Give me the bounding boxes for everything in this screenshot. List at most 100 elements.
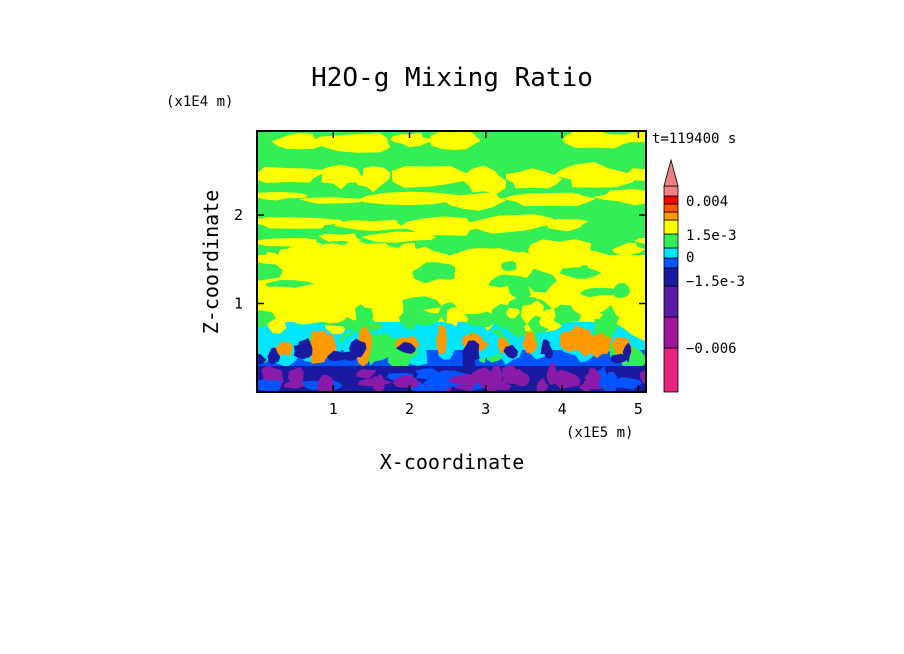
field-patch	[257, 166, 330, 183]
field-patch	[392, 375, 420, 388]
field-patch	[508, 276, 532, 301]
field-patch	[398, 242, 420, 261]
field-patch	[613, 377, 643, 390]
field-patch	[544, 345, 554, 359]
colorbar	[663, 158, 679, 393]
colorbar-label: −1.5e-3	[686, 274, 745, 290]
field-patch	[610, 353, 629, 364]
x-axis-ticks: 1 2 3 4 5	[329, 131, 643, 418]
field-patch	[333, 220, 408, 232]
y-axis-label: Z-coordinate	[199, 190, 223, 335]
colorbar-segment	[663, 195, 679, 205]
field-patch	[315, 306, 347, 324]
field-patch	[274, 341, 293, 357]
field-patch	[326, 350, 344, 362]
colorbar-segment	[663, 257, 679, 269]
colorbar-segment	[663, 316, 679, 349]
chart-title: H2O-g Mixing Ratio	[311, 63, 593, 93]
field-patch	[355, 304, 374, 326]
plot-frame	[256, 130, 647, 393]
field-patch	[501, 192, 596, 206]
colorbar-segment	[663, 219, 679, 235]
y-axis-ticks: 12	[234, 206, 646, 313]
field-patch	[587, 332, 613, 355]
field-patch	[398, 309, 419, 330]
field-patch	[287, 366, 304, 389]
field-patch	[580, 287, 616, 298]
field-patch	[546, 219, 589, 232]
field-patch	[611, 242, 646, 256]
field-patch	[313, 133, 391, 153]
field-patch	[578, 383, 593, 392]
field-patch	[292, 244, 328, 258]
field-patch	[318, 233, 363, 242]
field-patch	[257, 262, 284, 281]
colorbar-segment	[663, 233, 679, 249]
field-patch	[553, 304, 581, 325]
field-patch	[415, 368, 439, 380]
field-patch	[257, 310, 276, 328]
field-patch	[506, 168, 563, 189]
x-axis-label: X-coordinate	[380, 450, 525, 474]
x-tick-label: 4	[558, 400, 567, 418]
field-patch	[613, 283, 630, 299]
x-tick-label: 2	[405, 400, 414, 418]
field-patch	[538, 314, 555, 330]
field-patch	[634, 237, 646, 245]
time-label: t=119400 s	[652, 131, 736, 147]
y-tick-label: 1	[234, 295, 243, 313]
field-patch	[446, 307, 462, 327]
field-patch	[333, 239, 370, 261]
field-patch	[317, 374, 334, 392]
field-patch	[356, 369, 376, 379]
field-patch	[464, 311, 498, 328]
field-patch	[257, 192, 308, 201]
field-patch	[503, 344, 518, 359]
field-patch	[639, 370, 646, 384]
field-patch	[501, 260, 517, 272]
field-patch	[436, 325, 447, 355]
field-patch	[265, 367, 280, 381]
heatmap-field	[257, 131, 646, 392]
colorbar-label: −0.006	[686, 341, 737, 357]
field-patch	[468, 214, 563, 234]
field-patch	[414, 338, 443, 350]
colorbar-segment	[663, 211, 679, 221]
field-patch	[267, 347, 281, 366]
field-patch	[395, 341, 416, 354]
field-patch	[522, 331, 538, 354]
field-patch	[315, 333, 337, 359]
field-patch	[506, 307, 520, 319]
x-tick-label: 3	[481, 400, 490, 418]
field-patch	[389, 132, 434, 148]
field-patch	[257, 353, 267, 365]
field-patch	[359, 191, 461, 206]
colorbar-segment	[663, 285, 679, 318]
field-patch	[497, 336, 510, 354]
field-patch	[562, 131, 638, 149]
colorbar-extend-cap	[663, 158, 679, 187]
field-patch	[361, 231, 437, 243]
field-patch	[602, 371, 618, 392]
field-patch	[524, 268, 558, 293]
colorbar-segment	[663, 185, 679, 197]
field-patch	[575, 265, 591, 278]
field-patch	[265, 304, 287, 334]
field-patch	[536, 378, 549, 392]
colorbar-label: 0.004	[686, 194, 728, 210]
field-patch	[463, 165, 507, 194]
field-patch	[556, 249, 612, 267]
field-patch	[592, 188, 646, 206]
field-patch	[257, 217, 344, 229]
field-patch	[584, 367, 601, 387]
field-patch	[461, 340, 480, 361]
field-patch	[293, 343, 310, 360]
field-patch	[624, 131, 646, 143]
field-patch	[560, 325, 599, 357]
colorbar-segment	[663, 267, 679, 287]
field-patch	[502, 368, 530, 384]
field-patch	[295, 315, 323, 325]
colorbar-labels: 0.004 1.5e-3 0 −1.5e-3 −0.006	[686, 194, 745, 357]
field-patch	[265, 279, 315, 288]
